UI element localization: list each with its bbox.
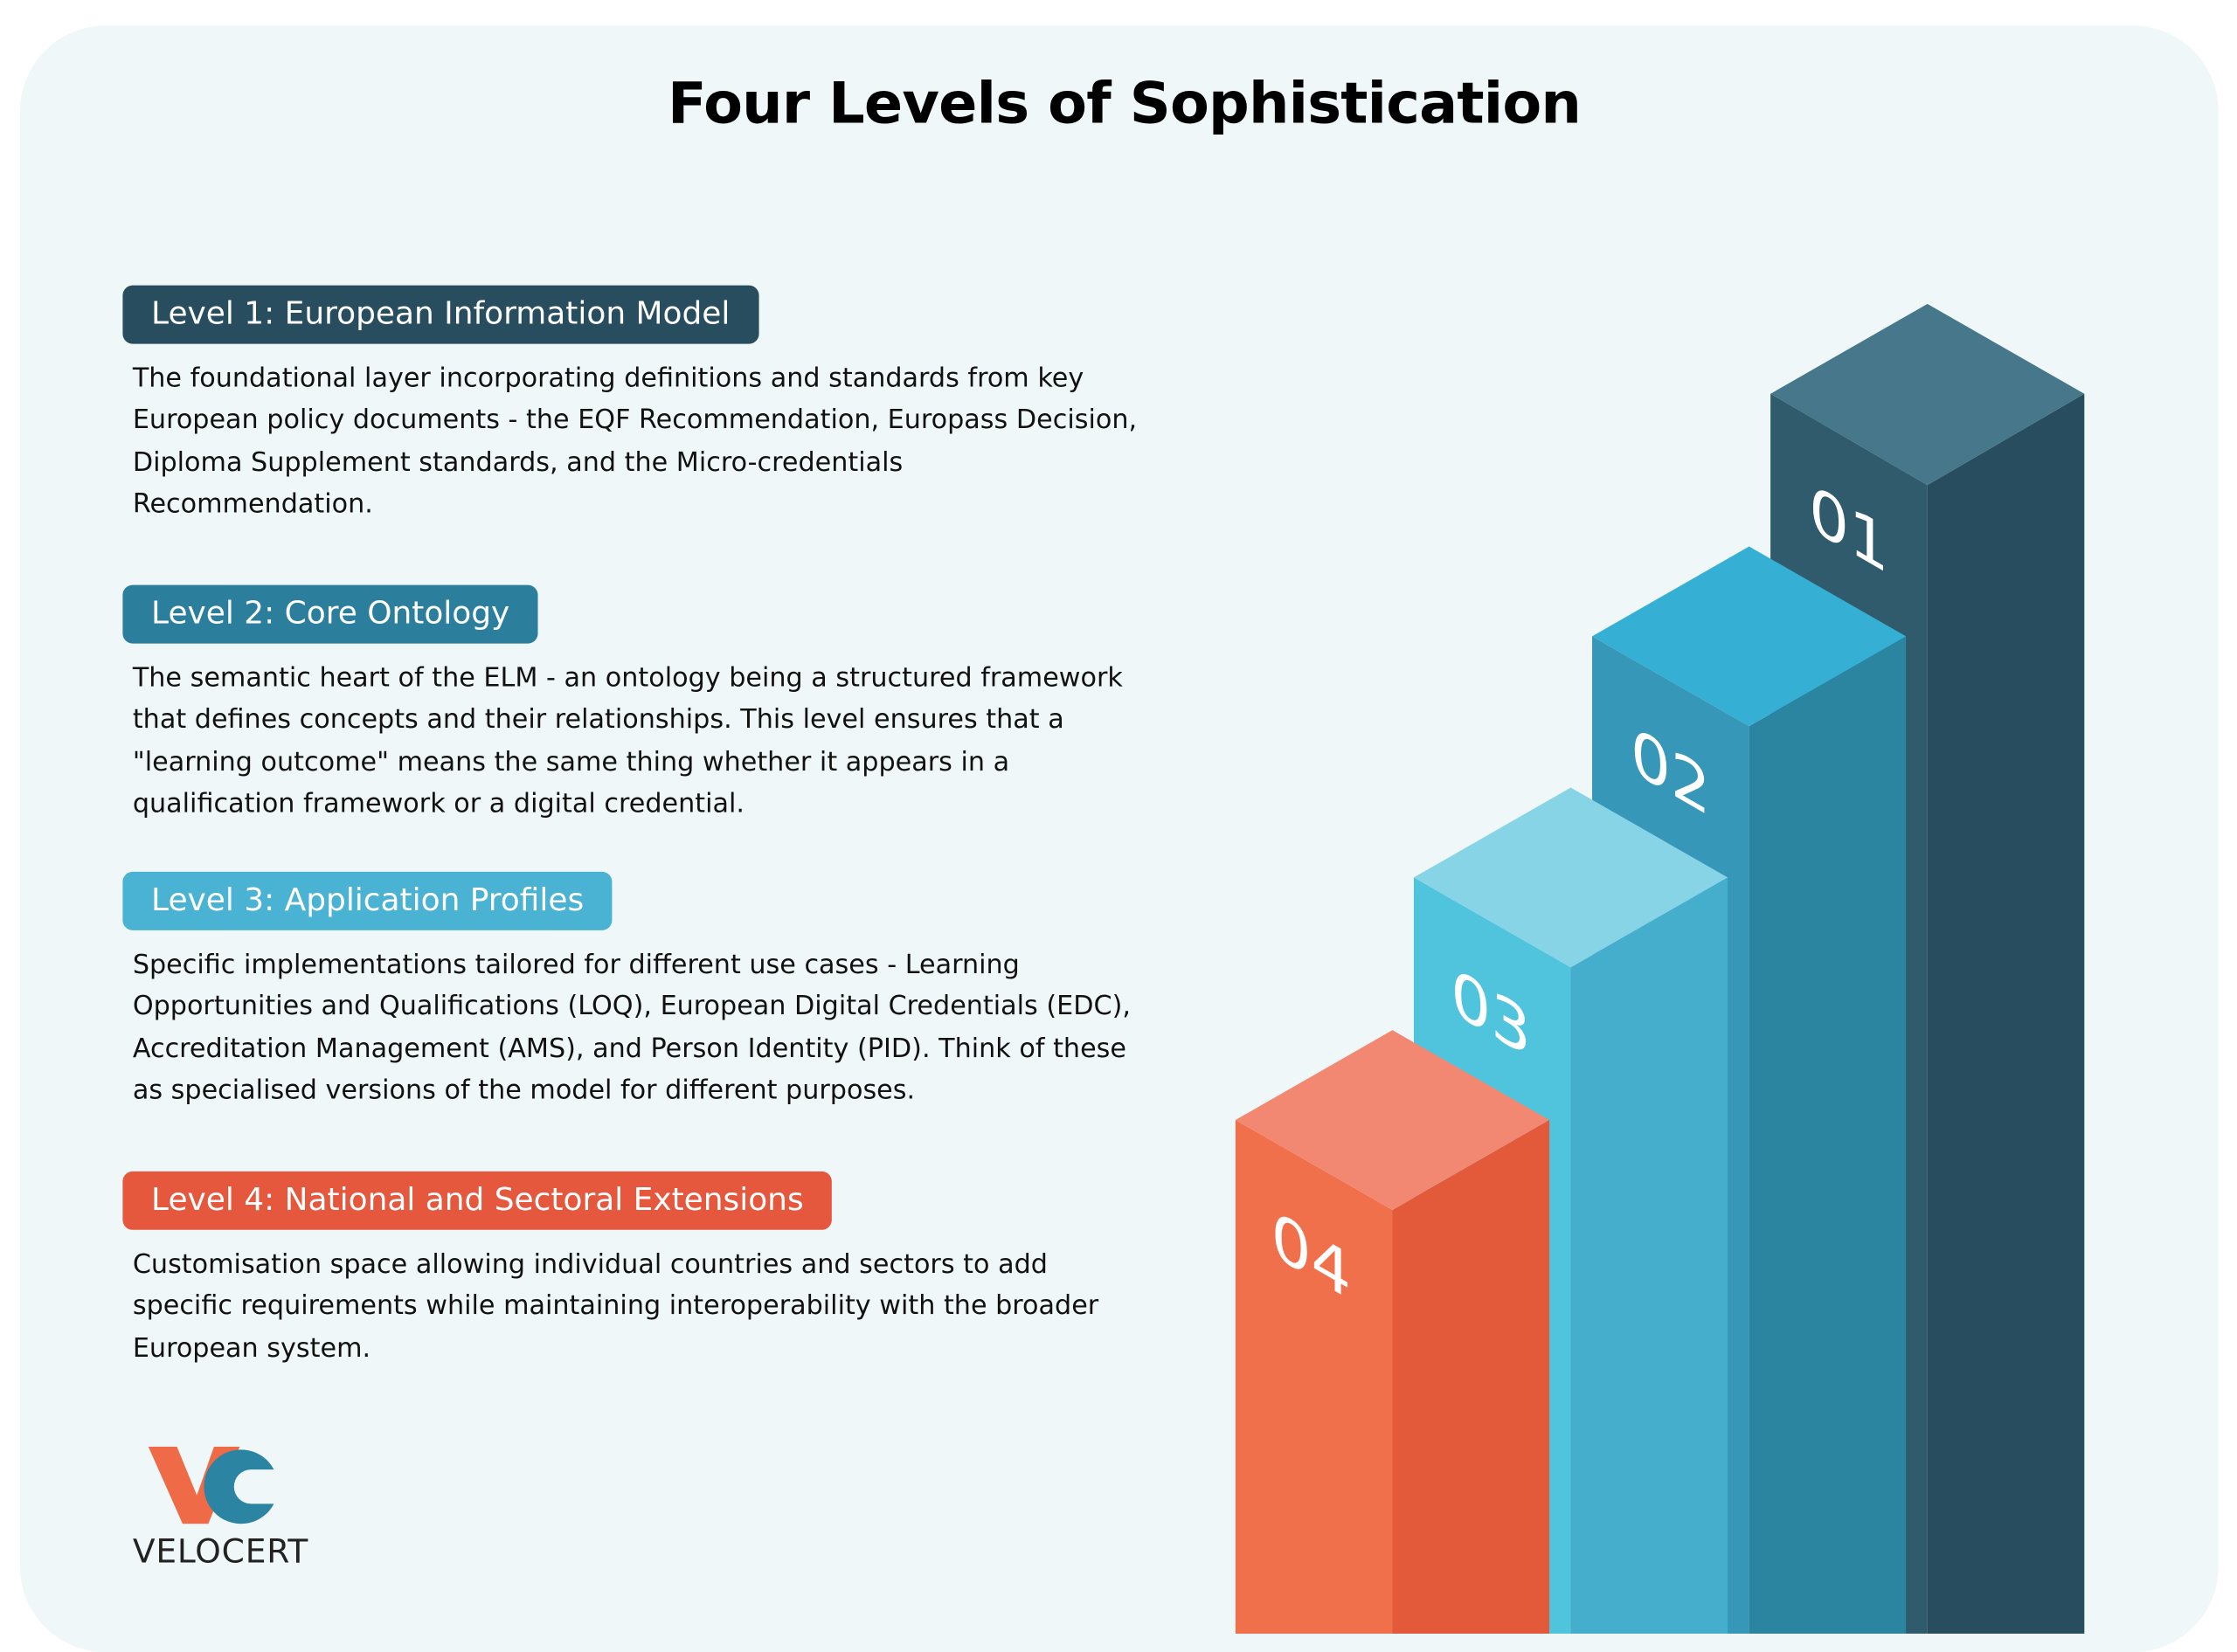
level-body: Specific implementations tailored for di… (132, 950, 1132, 1107)
level: Level 2: Core Ontology The semantic hear… (122, 584, 1150, 826)
level-heading: Level 3: Application Profiles (122, 871, 613, 930)
title: Four Levels of Sophistication (667, 71, 1582, 137)
level-heading: Level 2: Core Ontology (122, 584, 538, 644)
level-body: The semantic heart of the ELM - an ontol… (132, 663, 1123, 819)
level: Level 3: Application Profiles Specific i… (122, 871, 1150, 1112)
logo-mark (148, 1447, 274, 1524)
level-heading: Level 4: National and Sectoral Extension… (122, 1171, 833, 1230)
level-body: The foundational layer incorporating def… (132, 363, 1138, 520)
logo-text: VELOCERT (132, 1533, 309, 1572)
level-heading: Level 1: European Information Model (122, 285, 759, 344)
pillar-4: 04 (1235, 1030, 1550, 1635)
level: Level 1: European Information Model The … (122, 285, 1150, 526)
level-body: Customisation space allowing individual … (132, 1249, 1099, 1365)
level: Level 4: National and Sectoral Extension… (122, 1171, 1150, 1370)
